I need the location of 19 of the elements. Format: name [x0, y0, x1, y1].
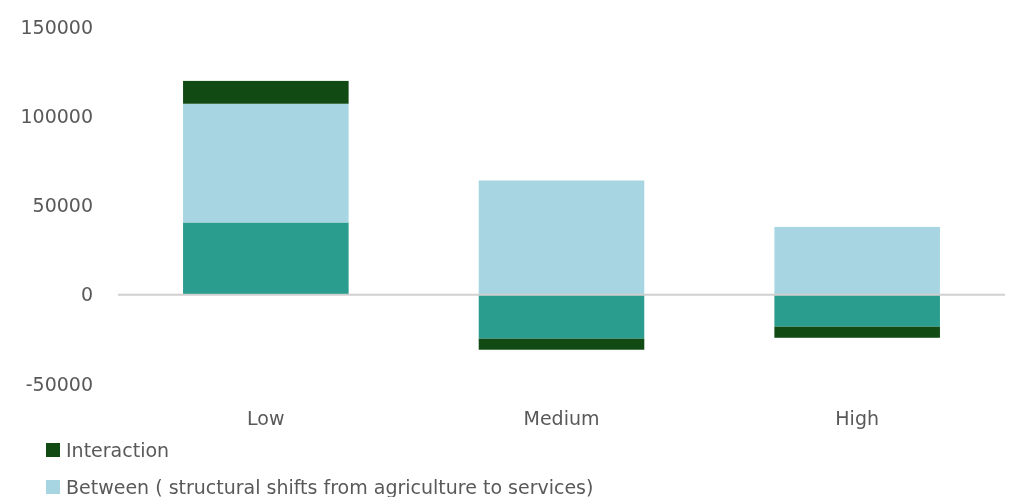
y-tick-label: 0	[80, 283, 93, 306]
bar	[183, 222, 349, 295]
y-tick-label: 50000	[32, 194, 93, 217]
bar	[478, 338, 645, 350]
bar	[774, 226, 940, 295]
x-tick-label: Low	[247, 406, 285, 429]
bar	[183, 103, 349, 223]
bar	[774, 294, 940, 327]
bar	[478, 180, 645, 295]
bar	[183, 80, 349, 104]
legend-label: Interaction	[66, 438, 170, 461]
x-tick-label: High	[835, 406, 879, 429]
y-tick-label: -50000	[25, 372, 93, 395]
legend-label: Between ( structural shifts from agriculture to services)	[66, 475, 594, 497]
y-tick-label: 100000	[20, 104, 93, 127]
bar	[774, 326, 940, 338]
y-tick-label: 150000	[20, 15, 93, 38]
bar	[478, 294, 645, 339]
x-tick-label: Medium	[523, 406, 600, 429]
